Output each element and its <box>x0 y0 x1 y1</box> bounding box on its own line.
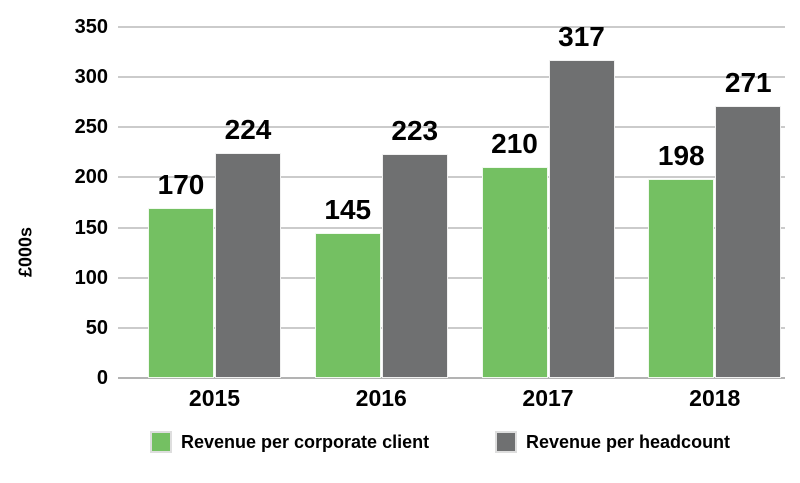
bar-value-label: 198 <box>657 140 705 172</box>
y-tick-label: 250 <box>74 116 108 139</box>
y-tick-label: 200 <box>74 166 108 189</box>
y-tick-label: 150 <box>74 216 108 239</box>
legend-item-series-1: Revenue per corporate client <box>150 430 429 454</box>
bar-value-label: 317 <box>558 21 605 53</box>
bar-2015-series-1 <box>148 207 214 378</box>
bar-value-label: 145 <box>324 193 372 225</box>
gridline <box>118 326 785 329</box>
gridline <box>118 226 785 229</box>
bar-value-label: 223 <box>391 115 439 147</box>
bar-2016-series-1 <box>314 232 381 378</box>
bar-value-label: 170 <box>157 168 205 200</box>
y-tick-label: 0 <box>96 367 108 389</box>
legend-label: Revenue per headcount <box>526 431 731 452</box>
y-tick-label: 100 <box>74 266 108 289</box>
x-tick-label: 2016 <box>355 385 407 411</box>
legend-swatch <box>495 431 517 453</box>
bar-2018-series-2 <box>715 106 782 378</box>
bar-2016-series-2 <box>381 154 448 378</box>
y-tick-label: 350 <box>74 16 108 38</box>
bar-value-label: 271 <box>724 67 772 99</box>
y-tick-label: 300 <box>74 66 108 89</box>
gridline <box>118 126 785 129</box>
x-axis-line <box>118 377 785 379</box>
bar-value-label: 210 <box>491 128 538 160</box>
bar-2018-series-1 <box>648 179 715 378</box>
legend-label: Revenue per corporate client <box>181 431 430 452</box>
x-tick-label: 2017 <box>522 385 574 411</box>
gridline <box>118 176 785 179</box>
bar-2017-series-1 <box>481 167 548 378</box>
gridline <box>118 276 785 279</box>
legend-item-series-2: Revenue per headcount <box>495 430 730 454</box>
bar-2017-series-2 <box>548 60 615 378</box>
bar-value-label: 224 <box>224 114 272 146</box>
x-tick-label: 2018 <box>689 385 741 411</box>
bar-2015-series-2 <box>215 153 281 378</box>
x-tick-label: 2015 <box>188 385 241 411</box>
y-tick-label: 50 <box>85 316 108 339</box>
legend-swatch <box>150 431 172 453</box>
gridline <box>118 76 785 79</box>
gridline <box>118 26 785 28</box>
